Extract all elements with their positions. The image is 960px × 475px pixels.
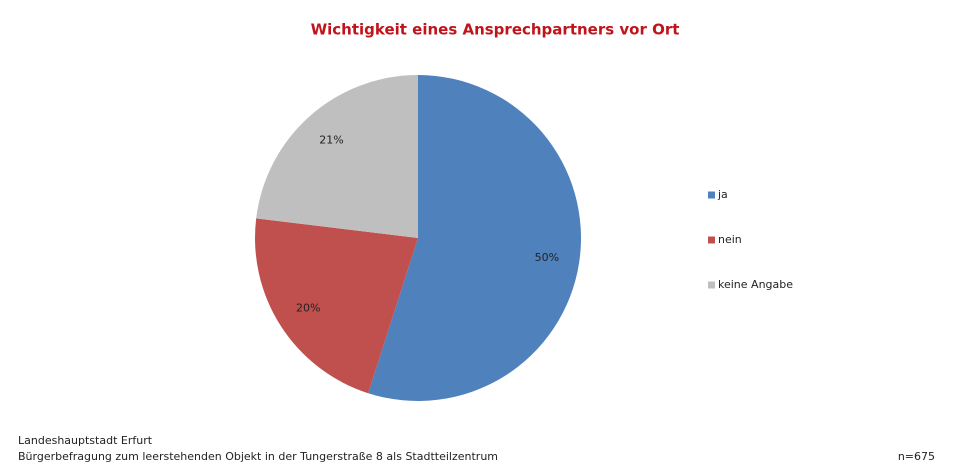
- chart-title: Wichtigkeit eines Ansprechpartners vor O…: [311, 21, 680, 39]
- footer-sample: n=675: [898, 450, 935, 463]
- pie-slice: [368, 75, 582, 401]
- legend-swatch: [708, 281, 715, 289]
- footer-survey: Bürgerbefragung zum leerstehenden Objekt…: [18, 450, 498, 463]
- legend-label: ja: [717, 188, 728, 201]
- data-label: 50%: [535, 251, 559, 264]
- legend-swatch: [708, 191, 715, 199]
- data-label: 20%: [296, 301, 320, 314]
- footer-source: Landeshauptstadt Erfurt: [18, 434, 153, 447]
- legend-swatch: [708, 236, 715, 244]
- data-label: 21%: [319, 133, 343, 146]
- legend-label: keine Angabe: [718, 278, 793, 291]
- pie-slice: [254, 218, 418, 394]
- pie-slice: [256, 75, 418, 238]
- legend-label: nein: [718, 233, 742, 246]
